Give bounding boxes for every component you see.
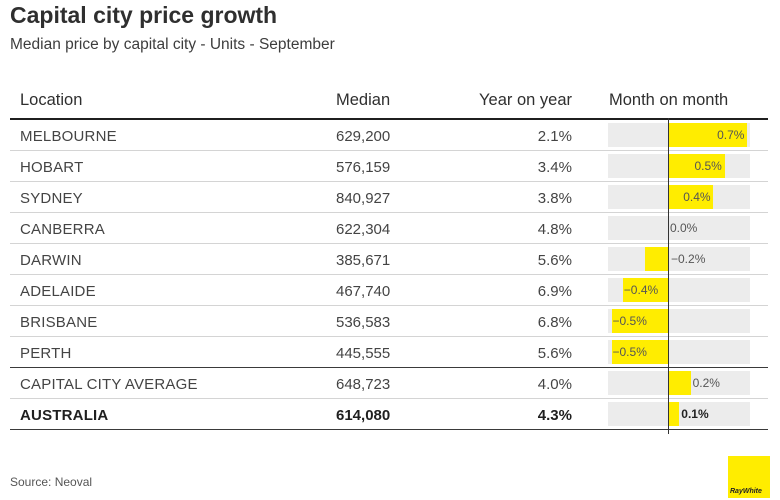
table-body: MELBOURNE 629,200 2.1% 0.7% HOBART 576,159 3.4…	[10, 120, 768, 430]
table-row: CANBERRA 622,304 4.8% 0.0%	[10, 213, 768, 244]
mom-data-label: 0.1%	[681, 407, 709, 421]
median-cell: 622,304	[336, 221, 391, 238]
header-location: Location	[20, 91, 83, 109]
yoy-cell: 4.3%	[537, 407, 572, 424]
mom-bar	[611, 309, 668, 333]
mom-data-label: −0.2%	[671, 252, 706, 266]
median-cell: 467,740	[336, 283, 391, 300]
median-cell: 385,671	[336, 252, 391, 269]
mom-bar-track: 0.0%	[608, 216, 750, 240]
mom-bar-track: −0.5%	[608, 340, 750, 364]
table-row: ADELAIDE 467,740 6.9% −0.4%	[10, 275, 768, 306]
yoy-cell: 2.1%	[537, 128, 572, 145]
median-cell: 840,927	[336, 190, 391, 207]
median-cell: 629,200	[336, 128, 391, 145]
location-cell: CANBERRA	[20, 221, 105, 238]
location-cell: SYDNEY	[20, 190, 83, 207]
median-cell: 445,555	[336, 345, 391, 362]
table-row: AUSTRALIA 614,080 4.3% 0.1%	[10, 399, 768, 430]
mom-bar-track: −0.4%	[608, 278, 750, 302]
table-row: PERTH 445,555 5.6% −0.5%	[10, 337, 768, 368]
yoy-cell: 5.6%	[537, 252, 572, 269]
table-row: MELBOURNE 629,200 2.1% 0.7%	[10, 120, 768, 151]
header-month-on-month: Month on month	[609, 91, 729, 109]
table-row: BRISBANE 536,583 6.8% −0.5%	[10, 306, 768, 337]
mom-data-label: 0.7%	[717, 128, 745, 142]
mom-bar-track: 0.7%	[608, 123, 750, 147]
median-cell: 614,080	[336, 407, 391, 424]
yoy-cell: 4.8%	[537, 221, 572, 238]
price-table: Location Median Year on year Month on mo…	[10, 84, 768, 430]
table-header: Location Median Year on year Month on mo…	[10, 84, 768, 120]
mom-bar	[622, 278, 668, 302]
page-title: Capital city price growth	[10, 2, 278, 28]
mom-data-label: 0.2%	[692, 376, 720, 390]
mom-data-label: −0.5%	[612, 314, 647, 328]
mom-bar	[668, 185, 714, 209]
mom-data-label: 0.4%	[683, 190, 711, 204]
mom-data-label: −0.5%	[612, 345, 647, 359]
median-cell: 648,723	[336, 376, 391, 393]
header-year-on-year: Year on year	[479, 91, 572, 109]
mom-bar-track: −0.2%	[608, 247, 750, 271]
mom-bar-track: 0.1%	[608, 402, 750, 426]
mom-bar	[668, 154, 725, 178]
mom-zero-axis	[668, 118, 669, 434]
yoy-cell: 3.8%	[537, 190, 572, 207]
table-row: DARWIN 385,671 5.6% −0.2%	[10, 244, 768, 275]
location-cell: MELBOURNE	[20, 128, 117, 145]
location-cell: DARWIN	[20, 252, 82, 269]
source-note: Source: Neoval	[10, 475, 93, 489]
mom-bar	[668, 123, 748, 147]
location-cell: ADELAIDE	[20, 283, 96, 300]
yoy-cell: 4.0%	[537, 376, 572, 393]
mom-bar	[611, 340, 668, 364]
yoy-cell: 6.8%	[537, 314, 572, 331]
mom-data-label: −0.4%	[623, 283, 659, 297]
header-median: Median	[336, 91, 391, 109]
location-cell: HOBART	[20, 159, 84, 176]
raywhite-logo: RayWhite	[728, 456, 770, 498]
location-cell: AUSTRALIA	[20, 407, 109, 424]
yoy-cell: 3.4%	[537, 159, 572, 176]
page-subtitle: Median price by capital city - Units - S…	[10, 36, 335, 53]
mom-bar-track: −0.5%	[608, 309, 750, 333]
mom-bar-track: 0.2%	[608, 371, 750, 395]
mom-data-label: 0.5%	[694, 159, 722, 173]
location-cell: BRISBANE	[20, 314, 98, 331]
mom-bar-track: 0.4%	[608, 185, 750, 209]
mom-bar	[668, 371, 691, 395]
table-row: HOBART 576,159 3.4% 0.5%	[10, 151, 768, 182]
table-row: SYDNEY 840,927 3.8% 0.4%	[10, 182, 768, 213]
median-cell: 576,159	[336, 159, 391, 176]
yoy-cell: 5.6%	[537, 345, 572, 362]
yoy-cell: 6.9%	[537, 283, 572, 300]
median-cell: 536,583	[336, 314, 391, 331]
location-cell: PERTH	[20, 345, 72, 362]
mom-bar	[645, 247, 668, 271]
table-row: CAPITAL CITY AVERAGE 648,723 4.0% 0.2%	[10, 368, 768, 399]
location-cell: CAPITAL CITY AVERAGE	[20, 376, 198, 393]
mom-bar	[668, 402, 680, 426]
mom-bar-track: 0.5%	[608, 154, 750, 178]
mom-data-label: 0.0%	[670, 221, 698, 235]
